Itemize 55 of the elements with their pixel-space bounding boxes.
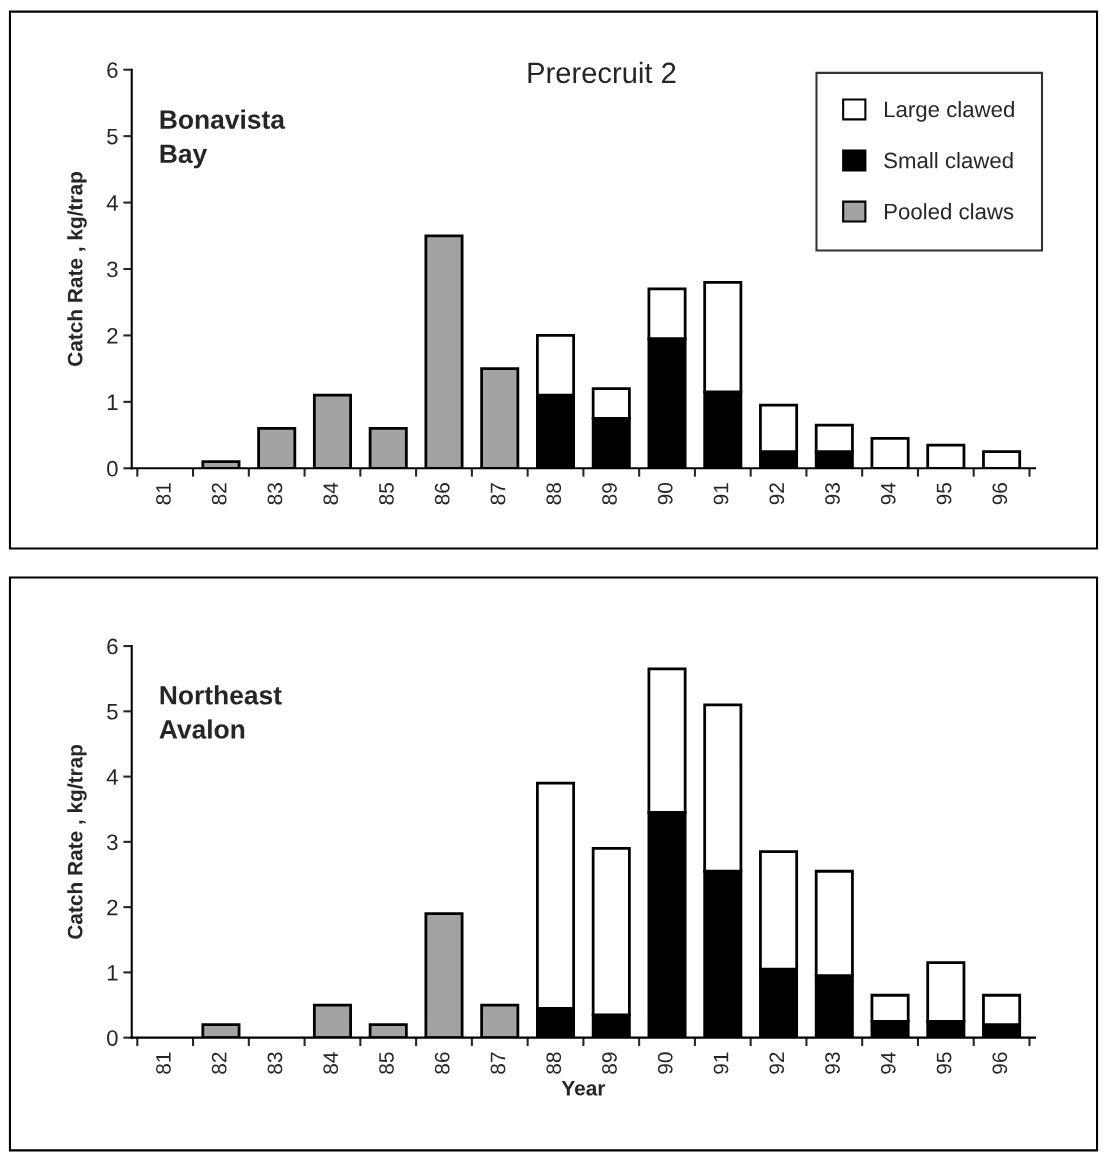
x-tick-label: 82	[211, 1052, 227, 1074]
annotation: Bonavista Bay	[160, 109, 286, 169]
x-tick-label: 96	[992, 1052, 1008, 1074]
x-tick-label: 89	[602, 1052, 617, 1074]
x-tick-label: 90	[657, 1052, 673, 1074]
x-tick-label: 93	[825, 1052, 840, 1074]
x-tick-label: 89	[602, 483, 617, 505]
y-tick-label: 3	[107, 261, 118, 278]
x-tick-label: 84	[323, 482, 339, 505]
x-tick-label: 87	[490, 1052, 506, 1074]
x-tick-label: 88	[546, 483, 562, 505]
x-tick-label: 86	[434, 483, 450, 505]
x-tick-label: 83	[267, 1052, 283, 1074]
y-tick-label: 4	[106, 769, 118, 785]
y-tick-label: 4	[106, 195, 118, 211]
x-tick-label: 94	[880, 1052, 896, 1074]
x-tick-label: 82	[211, 483, 227, 505]
x-tick-label: 92	[769, 483, 785, 505]
y-tick-label: 2	[107, 327, 118, 344]
x-tick-label: 95	[936, 483, 952, 505]
y-tick-label: 3	[107, 834, 118, 851]
x-tick-label: 85	[379, 1052, 394, 1074]
y-tick-label: 6	[107, 62, 118, 78]
chart-title: Prerecruit 2	[528, 61, 676, 84]
x-tick-label: 95	[936, 1052, 952, 1074]
y-axis-title: Catch Rate , kg/trap	[67, 172, 87, 366]
x-axis-title: Year	[561, 1081, 606, 1096]
x-tick-label: 91	[713, 483, 729, 505]
legend-label: Small clawed	[884, 152, 1013, 169]
x-tick-label: 96	[992, 483, 1008, 505]
y-axis-title: Catch Rate , kg/trap	[67, 744, 87, 939]
legend-label: Large clawed	[884, 100, 1014, 122]
y-tick-label: 1	[107, 394, 118, 410]
x-tick-label: 87	[490, 483, 506, 505]
y-tick-label: 5	[107, 128, 118, 145]
y-tick-label: 5	[107, 704, 118, 720]
annotation: Northeast Avalon	[159, 685, 282, 739]
x-tick-label: 93	[825, 483, 840, 505]
legend-label: Pooled claws	[884, 203, 1014, 220]
y-tick-label: 0	[107, 460, 118, 477]
x-tick-label: 90	[657, 482, 673, 505]
x-tick-label: 81	[156, 483, 171, 505]
x-tick-label: 84	[323, 1052, 339, 1074]
y-tick-label: 0	[107, 1030, 118, 1046]
x-tick-label: 94	[880, 482, 896, 505]
y-tick-label: 6	[107, 638, 118, 655]
x-tick-label: 85	[379, 483, 394, 505]
x-tick-label: 88	[546, 1052, 562, 1074]
x-tick-label: 91	[713, 1052, 729, 1074]
x-tick-label: 92	[769, 1052, 785, 1074]
x-tick-label: 81	[156, 1052, 171, 1074]
x-tick-label: 83	[267, 483, 283, 505]
y-tick-label: 2	[107, 899, 118, 916]
y-tick-label: 1	[107, 965, 118, 981]
x-tick-label: 86	[434, 1052, 450, 1074]
